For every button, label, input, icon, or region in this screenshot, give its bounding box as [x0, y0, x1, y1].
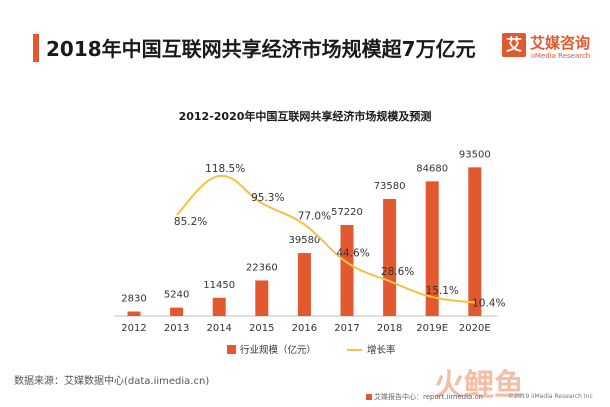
bar: [297, 253, 311, 316]
brand-name: 艾媒咨询: [530, 34, 591, 52]
bar-value-label: 73580: [374, 181, 406, 192]
growth-rate-label: 28.6%: [381, 266, 414, 278]
x-tick-label: 2012: [121, 323, 146, 334]
x-tick-label: 2015: [249, 323, 274, 334]
x-tick-label: 2014: [206, 323, 231, 334]
chart-title: 2012-2020年中国互联网共享经济市场规模及预测: [178, 110, 432, 123]
bar-value-label: 22360: [246, 262, 278, 273]
growth-rate-label: 10.4%: [472, 298, 505, 310]
growth-rate-label: 85.2%: [174, 216, 207, 228]
legend-line-label: 增长率: [367, 344, 396, 356]
watermark-logo: 火鲤鱼: [434, 368, 524, 403]
bar: [212, 297, 226, 316]
bar-value-label: 93500: [459, 149, 491, 160]
brand-logo-icon: 艾: [502, 33, 526, 57]
legend-bar-label: 行业规模（亿元）: [240, 344, 316, 356]
report-site: 艾媒报告中心：report.iimedia.cn: [366, 392, 483, 402]
bar: [468, 167, 482, 316]
x-tick-label: 2016: [292, 323, 317, 334]
report-site-text: 艾媒报告中心：report.iimedia.cn: [374, 393, 483, 401]
x-tick-label: 2017: [334, 323, 359, 334]
bar-value-label: 11450: [203, 280, 235, 291]
growth-rate-label: 77.0%: [298, 211, 331, 223]
growth-rate-label: 44.6%: [336, 248, 369, 260]
x-tick-label: 2018: [377, 323, 402, 334]
report-site-icon: [366, 394, 372, 400]
legend-bar-swatch: [227, 345, 236, 354]
bar-value-label: 5240: [164, 290, 189, 301]
brand-subtitle: iiMedia Research: [531, 52, 591, 60]
growth-rate-label: 118.5%: [205, 163, 245, 175]
bar: [127, 311, 141, 316]
bar: [383, 199, 397, 316]
bar-value-label: 84680: [416, 163, 448, 174]
copyright: ©2019 iiMedia Research Inc: [508, 393, 593, 400]
title-accent-bar: [33, 34, 39, 62]
growth-rate-label: 15.1%: [426, 285, 459, 297]
growth-rate-line: [175, 174, 475, 304]
bar-value-label: 2830: [121, 294, 146, 305]
bar-value-label: 57220: [331, 207, 363, 218]
page-title: 2018年中国互联网共享经济市场规模超7万亿元: [46, 37, 476, 61]
x-tick-label: 2013: [164, 323, 189, 334]
x-tick-label: 2019E: [416, 323, 448, 334]
bar: [340, 225, 354, 316]
bar: [255, 280, 269, 316]
bar: [170, 307, 184, 316]
bar: [425, 181, 439, 316]
bar-value-label: 39580: [288, 235, 320, 246]
x-tick-label: 2020E: [459, 323, 491, 334]
growth-rate-label: 95.3%: [251, 192, 284, 204]
data-source: 数据来源：艾媒数据中心(data.iimedia.cn): [14, 376, 210, 387]
